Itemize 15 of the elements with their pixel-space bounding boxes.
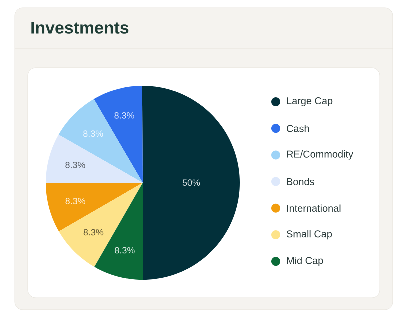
data-label: 8.3% xyxy=(66,198,86,204)
data-label: 8.3% xyxy=(66,162,86,168)
legend-label: RE/Commodity xyxy=(287,150,354,160)
data-label: 50% xyxy=(182,180,200,186)
legend-label: Mid Cap xyxy=(287,256,324,266)
legend-label: Bonds xyxy=(287,178,314,186)
legend-label: Small Cap xyxy=(286,230,332,240)
data-label: 8.3% xyxy=(84,130,104,138)
data-label: 8.3% xyxy=(114,112,134,119)
chart-title: Investments xyxy=(32,22,129,34)
legend-label: Large Cap xyxy=(287,97,333,107)
data-label: 8.3% xyxy=(84,229,104,236)
data-label: 8.3% xyxy=(115,247,135,254)
legend-label: Cash xyxy=(287,124,310,132)
legend-label: International xyxy=(287,204,341,212)
